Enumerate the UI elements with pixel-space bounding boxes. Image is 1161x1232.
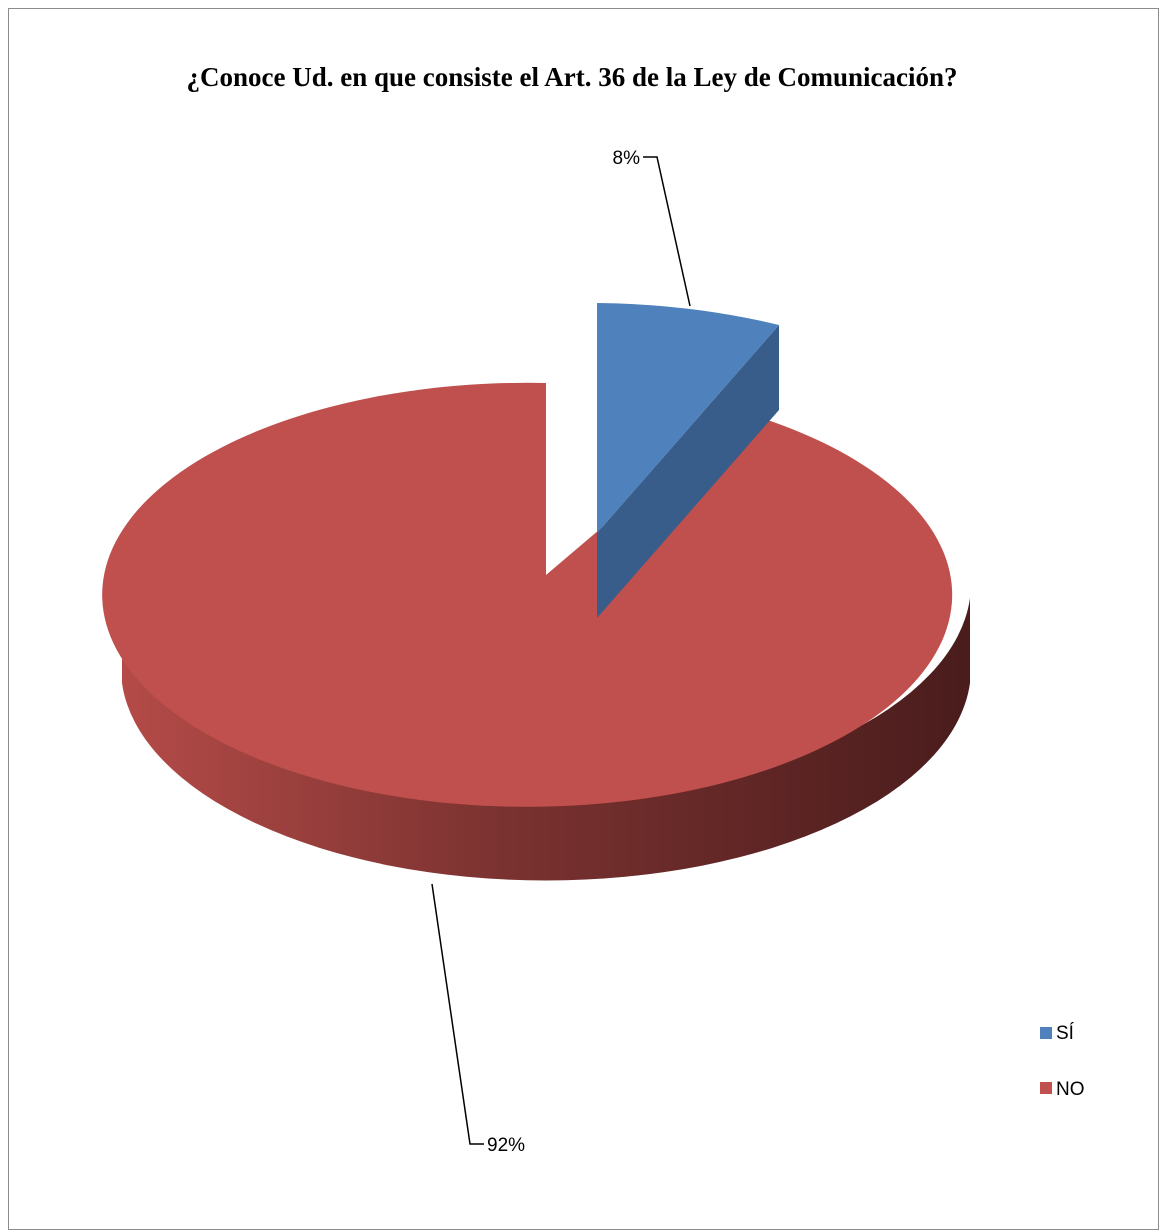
chart-title: ¿Conoce Ud. en que consiste el Art. 36 d… <box>186 62 958 92</box>
legend-swatch-si <box>1040 1027 1052 1039</box>
slice-side-no <box>122 598 970 881</box>
leader-line-no <box>431 883 484 1145</box>
legend-label-si: SÍ <box>1056 1023 1075 1044</box>
pie-slice-si <box>597 303 779 533</box>
legend: SÍ NO <box>1040 1023 1085 1100</box>
data-label-no: 92% <box>487 1135 525 1156</box>
data-label-si: 8% <box>613 148 641 169</box>
pie-slice-no <box>102 382 953 807</box>
slice-side-si <box>597 325 779 618</box>
legend-swatch-no <box>1040 1082 1052 1094</box>
leader-line-si <box>643 156 691 307</box>
legend-label-no: NO <box>1056 1079 1085 1100</box>
